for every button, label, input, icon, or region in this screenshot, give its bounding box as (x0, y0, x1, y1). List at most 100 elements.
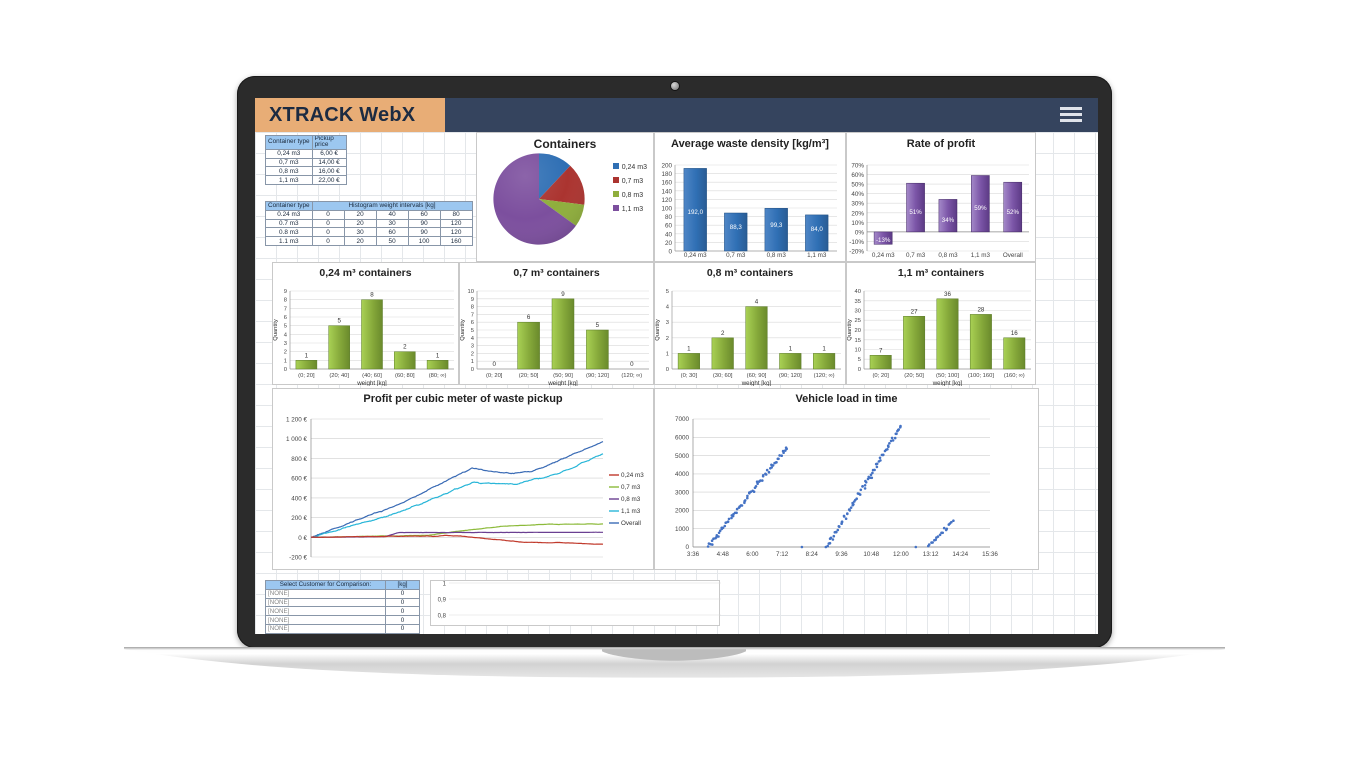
svg-text:(50; 100]: (50; 100] (936, 373, 959, 379)
svg-text:20: 20 (855, 328, 861, 334)
svg-text:0: 0 (668, 249, 672, 256)
svg-text:(100; 160]: (100; 160] (968, 373, 994, 379)
svg-text:13:12: 13:12 (923, 551, 939, 558)
svg-text:weight [kg]: weight [kg] (741, 380, 772, 386)
svg-text:0,24 m3: 0,24 m3 (621, 472, 644, 479)
svg-text:0: 0 (666, 367, 669, 373)
svg-text:6:00: 6:00 (746, 551, 759, 558)
svg-text:6: 6 (471, 320, 474, 326)
svg-text:35: 35 (855, 299, 861, 305)
svg-text:(40; 60]: (40; 60] (362, 373, 382, 379)
svg-text:4:48: 4:48 (717, 551, 730, 558)
svg-text:0,8 m3: 0,8 m3 (767, 252, 787, 259)
svg-text:2: 2 (284, 350, 287, 356)
svg-text:192,0: 192,0 (688, 209, 704, 216)
svg-text:7000: 7000 (675, 416, 690, 423)
svg-text:0: 0 (858, 367, 861, 373)
svg-text:12:00: 12:00 (893, 551, 909, 558)
svg-text:5000: 5000 (675, 453, 690, 460)
svg-text:4: 4 (755, 299, 759, 306)
svg-text:5: 5 (337, 318, 341, 325)
svg-text:(0; 20]: (0; 20] (486, 373, 503, 379)
svg-text:30%: 30% (851, 201, 864, 208)
svg-text:16: 16 (1011, 330, 1018, 337)
svg-text:Quantity: Quantity (655, 319, 661, 341)
svg-text:15:36: 15:36 (982, 551, 998, 558)
svg-text:1: 1 (436, 352, 440, 359)
svg-text:0: 0 (492, 361, 496, 368)
svg-text:4: 4 (471, 336, 475, 342)
svg-text:(120; ∞): (120; ∞) (621, 373, 642, 379)
svg-text:25: 25 (855, 318, 861, 324)
svg-text:80: 80 (665, 214, 673, 221)
svg-text:3: 3 (284, 341, 287, 347)
svg-text:Quantity: Quantity (273, 319, 279, 341)
svg-text:0 €: 0 € (298, 535, 307, 542)
svg-text:1 200 €: 1 200 € (286, 417, 308, 424)
svg-text:10: 10 (855, 348, 861, 354)
svg-text:36: 36 (944, 291, 951, 298)
svg-text:40: 40 (665, 231, 673, 238)
svg-text:1: 1 (666, 351, 669, 357)
svg-text:2: 2 (721, 330, 725, 337)
svg-text:600 €: 600 € (291, 476, 307, 483)
svg-text:5: 5 (596, 322, 600, 329)
svg-text:6000: 6000 (675, 435, 690, 442)
svg-text:(20; 50]: (20; 50] (904, 373, 924, 379)
svg-text:51%: 51% (909, 209, 922, 216)
svg-text:0,24 m3: 0,24 m3 (684, 252, 707, 259)
svg-text:Quantity: Quantity (847, 319, 853, 341)
svg-text:1,1 m3: 1,1 m3 (971, 252, 991, 259)
svg-text:7: 7 (471, 312, 474, 318)
svg-text:(0; 20]: (0; 20] (872, 373, 889, 379)
svg-text:52%: 52% (1007, 209, 1020, 216)
svg-text:84,0: 84,0 (811, 226, 824, 233)
svg-text:8:24: 8:24 (806, 551, 819, 558)
svg-text:0: 0 (284, 367, 287, 373)
svg-text:7:12: 7:12 (776, 551, 789, 558)
svg-text:weight [kg]: weight [kg] (547, 380, 578, 386)
svg-text:(0; 20]: (0; 20] (298, 373, 315, 379)
svg-text:6: 6 (284, 315, 287, 321)
svg-text:88,3: 88,3 (730, 224, 743, 231)
svg-text:20: 20 (665, 240, 673, 247)
svg-text:0: 0 (630, 361, 634, 368)
svg-text:9: 9 (561, 291, 565, 298)
svg-text:weight [kg]: weight [kg] (932, 380, 963, 386)
svg-text:1: 1 (789, 345, 793, 352)
svg-text:70%: 70% (851, 163, 864, 170)
svg-text:1: 1 (471, 359, 474, 365)
svg-text:weight [kg]: weight [kg] (356, 380, 387, 386)
svg-text:200: 200 (661, 163, 672, 170)
svg-text:8: 8 (471, 305, 474, 311)
svg-text:10:48: 10:48 (863, 551, 879, 558)
svg-text:60%: 60% (851, 172, 864, 179)
svg-text:28: 28 (977, 306, 984, 313)
svg-text:6: 6 (527, 314, 531, 321)
svg-text:3: 3 (471, 344, 474, 350)
svg-text:10: 10 (468, 289, 474, 295)
svg-text:9: 9 (471, 297, 474, 303)
svg-text:(80; ∞): (80; ∞) (429, 373, 447, 379)
svg-text:0,8 m3: 0,8 m3 (621, 496, 641, 503)
svg-text:3000: 3000 (675, 489, 690, 496)
svg-text:20%: 20% (851, 210, 864, 217)
svg-text:800 €: 800 € (291, 456, 307, 463)
svg-text:(20; 40]: (20; 40] (329, 373, 349, 379)
svg-text:5: 5 (666, 289, 669, 295)
svg-text:40%: 40% (851, 191, 864, 198)
svg-text:2: 2 (403, 344, 407, 351)
svg-text:(30; 60]: (30; 60] (713, 373, 733, 379)
svg-text:8: 8 (284, 298, 287, 304)
svg-text:180: 180 (661, 171, 672, 178)
svg-text:(90; 120]: (90; 120] (586, 373, 609, 379)
svg-text:0,9: 0,9 (438, 598, 447, 604)
svg-text:0,8 m3: 0,8 m3 (938, 252, 958, 259)
svg-text:34%: 34% (942, 217, 955, 224)
svg-text:(50; 90]: (50; 90] (553, 373, 573, 379)
svg-text:2: 2 (666, 336, 669, 342)
svg-text:1: 1 (687, 345, 691, 352)
svg-text:1,1 m3: 1,1 m3 (807, 252, 827, 259)
svg-text:100: 100 (661, 206, 672, 213)
svg-text:-20%: -20% (849, 249, 864, 256)
